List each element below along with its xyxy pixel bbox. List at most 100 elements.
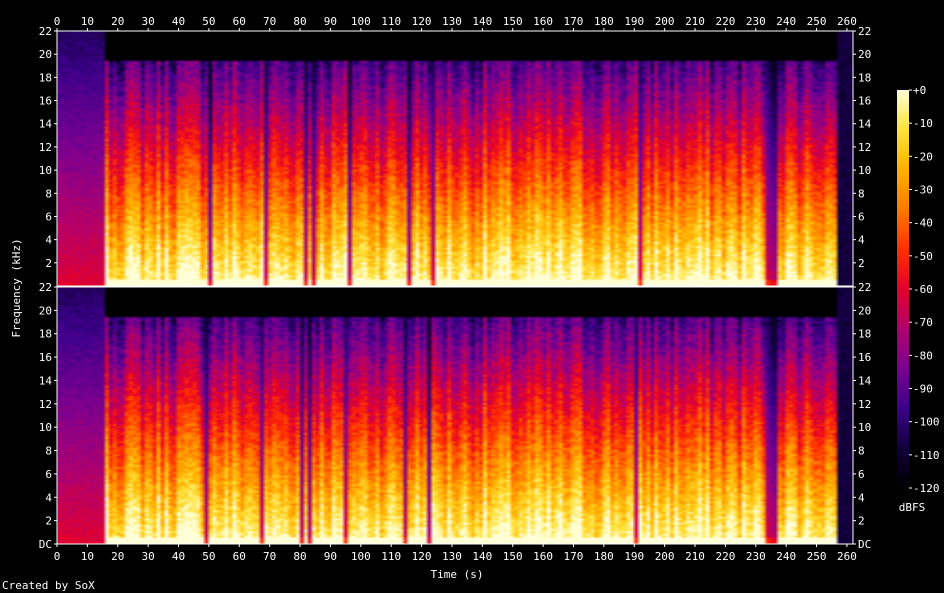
x-tick-label-bottom: 90: [324, 550, 337, 563]
y-tick-label-left: 14: [39, 118, 53, 131]
x-tick-label-top: 140: [472, 15, 492, 28]
x-tick-label-bottom: 100: [351, 550, 371, 563]
x-tick-label-top: 50: [202, 15, 215, 28]
y-tick-label-right: 18: [858, 71, 871, 84]
y-axis-label: Frequency (kHz): [10, 238, 23, 337]
x-tick-label-bottom: 230: [746, 550, 766, 563]
x-tick-label-top: 0: [54, 15, 61, 28]
x-axis-bottom: 0 10 20 30 40 50 60 70 80 90 100 110 120 130 140 150 160…: [54, 544, 857, 563]
y-tick-label-left: 6: [45, 468, 52, 481]
x-tick-label-bottom: 220: [715, 550, 735, 563]
y-tick-label-left: 4: [45, 491, 52, 504]
colorbar-ticks: +0 -10 -20 -30 -40 -50 -60 -70 -80 -90 -100 -110 -12…: [909, 84, 940, 495]
y-tick-label-right: 14: [858, 374, 872, 387]
y-tick-label-right: 12: [858, 398, 871, 411]
colorbar-gradient: [897, 90, 909, 488]
y-tick-label-left: 6: [45, 210, 52, 223]
x-tick-label-bottom: 180: [594, 550, 614, 563]
x-tick-label-top: 260: [837, 15, 857, 28]
y-tick-label-left: 12: [39, 141, 52, 154]
x-tick-label-bottom: 0: [54, 550, 61, 563]
colorbar-tick-label: -110: [913, 449, 940, 462]
x-tick-label-top: 100: [351, 15, 371, 28]
y-tick-label-right: 8: [858, 445, 865, 458]
x-tick-label-bottom: 200: [655, 550, 675, 563]
x-tick-label-bottom: 250: [807, 550, 827, 563]
y-tick-label-left: 20: [39, 48, 52, 61]
x-tick-label-top: 110: [381, 15, 401, 28]
y-tick-label-left: 2: [45, 257, 52, 270]
x-tick-label-top: 150: [503, 15, 523, 28]
x-tick-label-top: 70: [263, 15, 276, 28]
y-tick-label-left: 10: [39, 164, 52, 177]
x-tick-label-top: 210: [685, 15, 705, 28]
x-tick-label-bottom: 260: [837, 550, 857, 563]
y-tick-label-right: 10: [858, 164, 871, 177]
x-tick-label-bottom: 10: [81, 550, 94, 563]
x-tick-label-top: 240: [776, 15, 796, 28]
x-tick-label-bottom: 190: [624, 550, 644, 563]
x-tick-label-top: 80: [293, 15, 306, 28]
colorbar-tick-label: -40: [913, 217, 933, 230]
colorbar-tick-label: -10: [913, 117, 933, 130]
x-tick-label-top: 40: [172, 15, 185, 28]
y-tick-label-left: 8: [45, 187, 52, 200]
y-tick-label-right: 16: [858, 95, 871, 108]
sox-credit: Created by SoX: [2, 579, 95, 592]
y-tick-label-left: 4: [45, 234, 52, 247]
x-tick-label-bottom: 160: [533, 550, 553, 563]
x-tick-label-top: 130: [442, 15, 462, 28]
x-tick-label-bottom: 110: [381, 550, 401, 563]
x-axis-label: Time (s): [431, 568, 484, 581]
x-tick-label-bottom: 130: [442, 550, 462, 563]
x-tick-label-bottom: 60: [233, 550, 246, 563]
spectrogram-channel-1: [57, 31, 853, 286]
x-tick-label-top: 160: [533, 15, 553, 28]
channel-plots: [56, 30, 854, 545]
y-tick-label-right: 8: [858, 187, 865, 200]
y-tick-label-left: 22: [39, 25, 52, 38]
y-tick-label-right: 2: [858, 515, 865, 528]
x-tick-label-bottom: 150: [503, 550, 523, 563]
x-tick-label-top: 120: [412, 15, 432, 28]
y-tick-label-right: 20: [858, 304, 871, 317]
plot-frame: [56, 286, 854, 545]
y-tick-label-right: 20: [858, 48, 871, 61]
y-tick-label-left: 18: [39, 328, 52, 341]
colorbar-label: dBFS: [899, 501, 926, 514]
y-tick-label-right: 10: [858, 421, 871, 434]
x-tick-label-bottom: 140: [472, 550, 492, 563]
y-tick-label-right: 14: [858, 118, 872, 131]
y-tick-label-left: 10: [39, 421, 52, 434]
plot-frame: [56, 30, 854, 287]
y-tick-label-right: DC: [858, 538, 871, 551]
x-tick-label-bottom: 80: [293, 550, 306, 563]
y-tick-label-left: 8: [45, 445, 52, 458]
x-tick-label-bottom: 170: [564, 550, 584, 563]
y-tick-label-right: 4: [858, 234, 865, 247]
y-tick-label-left: 2: [45, 515, 52, 528]
y-tick-label-right: 22: [858, 281, 871, 294]
x-tick-label-bottom: 20: [111, 550, 124, 563]
colorbar: +0 -10 -20 -30 -40 -50 -60 -70 -80 -90 -100 -110 -12…: [897, 84, 940, 514]
x-tick-label-top: 220: [715, 15, 735, 28]
y-tick-label-left: 16: [39, 95, 52, 108]
colorbar-tick-label: -70: [913, 316, 933, 329]
colorbar-tick-label: -80: [913, 349, 933, 362]
y-tick-label-right: 6: [858, 210, 865, 223]
x-tick-label-top: 60: [233, 15, 246, 28]
x-tick-label-bottom: 210: [685, 550, 705, 563]
x-tick-label-top: 200: [655, 15, 675, 28]
x-tick-label-top: 180: [594, 15, 614, 28]
y-tick-label-right: 4: [858, 491, 865, 504]
y-tick-label-right: 12: [858, 141, 871, 154]
y-tick-label-right: 16: [858, 351, 871, 364]
colorbar-tick-label: -50: [913, 250, 933, 263]
y-tick-label-right: 2: [858, 257, 865, 270]
colorbar-tick-label: -30: [913, 184, 933, 197]
x-tick-label-bottom: 240: [776, 550, 796, 563]
x-tick-label-top: 20: [111, 15, 124, 28]
x-tick-label-bottom: 30: [142, 550, 155, 563]
x-tick-label-top: 90: [324, 15, 337, 28]
y-tick-label-left: 18: [39, 71, 52, 84]
